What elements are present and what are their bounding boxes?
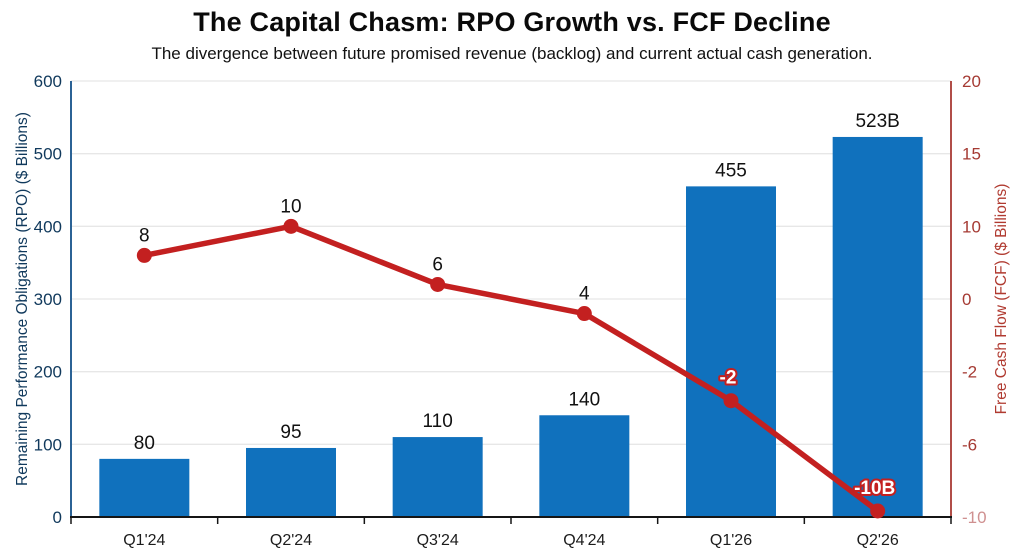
chart-subtitle: The divergence between future promised r… — [151, 44, 873, 63]
bar-Q2'26 — [832, 136, 923, 517]
right-axis-tick-label: -10 — [962, 508, 987, 527]
line-point-marker — [723, 393, 739, 409]
line-value-label: 6 — [432, 254, 443, 275]
bar-value-label: 455 — [715, 160, 747, 181]
right-axis-tick-label: 20 — [962, 72, 981, 91]
line-point-marker — [430, 276, 446, 292]
left-axis-tick-label: 400 — [34, 217, 62, 236]
line-point-marker — [136, 247, 152, 263]
left-axis-tick-label: 300 — [34, 290, 62, 309]
fcf-line — [141, 223, 881, 514]
right-axis-tick-label: -2 — [962, 363, 977, 382]
bar-value-label: 95 — [280, 422, 301, 443]
x-axis-category-label: Q4'24 — [563, 532, 605, 549]
bar-Q1'26 — [686, 186, 776, 517]
left-axis-tick-label: 0 — [53, 508, 62, 527]
line-point-marker — [283, 218, 299, 234]
line-value-label: -10B — [854, 478, 895, 499]
bar-Q3'24 — [392, 437, 483, 517]
line-value-label: 8 — [139, 225, 150, 246]
left-axis-tick-label: 100 — [34, 435, 62, 454]
bar-Q2'24 — [246, 447, 336, 517]
x-axis-category-label: Q3'24 — [417, 532, 459, 549]
bar-value-label: 110 — [423, 411, 453, 432]
bar-value-label: 80 — [134, 433, 155, 454]
bar-Q4'24 — [539, 415, 630, 517]
line-value-label: 10 — [280, 196, 301, 217]
x-axis-category-label: Q2'24 — [270, 532, 312, 549]
x-axis-category-label: Q1'24 — [123, 532, 165, 549]
right-axis-tick-label: -6 — [962, 435, 977, 454]
left-axis-tick-label: 500 — [34, 145, 62, 164]
line-value-label: 4 — [579, 284, 590, 305]
right-axis-tick-label: 15 — [962, 145, 981, 164]
line-point-marker — [576, 306, 592, 322]
line-value-label: -2 — [720, 368, 737, 389]
x-axis-category-label: Q1'26 — [710, 532, 752, 549]
x-axis-category-label: Q2'26 — [857, 532, 899, 549]
bar-value-label: 140 — [568, 389, 600, 410]
right-axis-tick-label: 10 — [962, 217, 981, 236]
line-point-marker — [870, 503, 886, 519]
left-axis-tick-label: 200 — [34, 363, 62, 382]
left-axis-tick-label: 600 — [34, 72, 62, 91]
bar-value-label: 523B — [855, 111, 899, 132]
page-title: The Capital Chasm: RPO Growth vs. FCF De… — [193, 7, 831, 37]
right-axis-tick-label: 0 — [962, 290, 971, 309]
bar-Q1'24 — [99, 458, 190, 517]
